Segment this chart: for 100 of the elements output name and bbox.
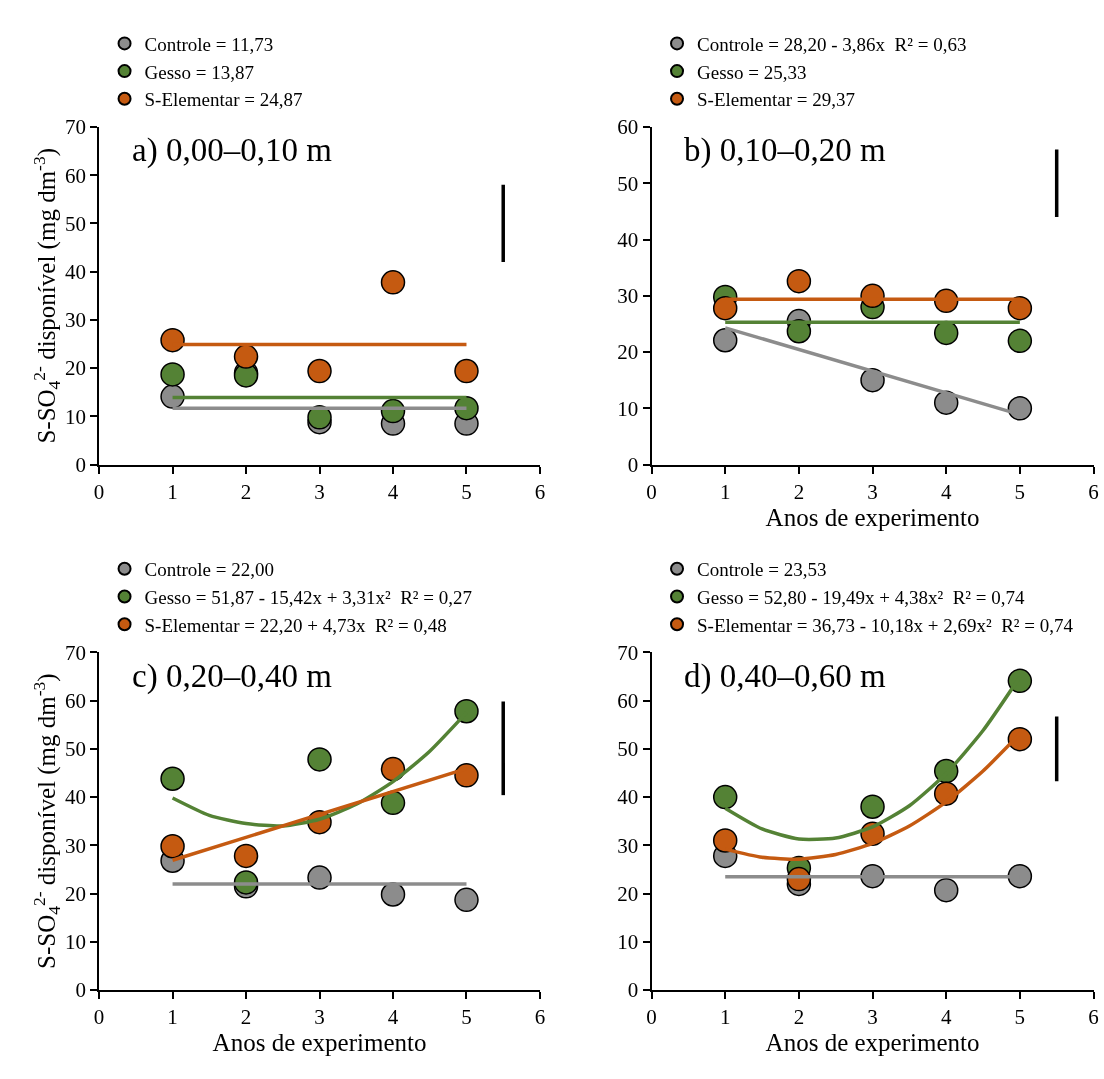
y-tick-label: 20 [617,881,639,906]
chart-title: a) 0,00–0,10 m [132,132,333,169]
chart-title: b) 0,10–0,20 m [684,132,886,169]
legend-label: Gesso = 25,33 [697,61,807,83]
x-tick-label: 3 [867,479,878,504]
x-tick-label: 6 [1088,479,1099,504]
chart-title: c) 0,20–0,40 m [132,658,333,695]
y-tick-label: 60 [617,688,639,713]
y-tick-label: 60 [64,163,86,188]
x-tick-label: 6 [1088,1005,1099,1030]
x-tick-label: 5 [461,479,472,504]
y-tick-label: 20 [617,340,639,365]
point [933,877,959,903]
y-tick-label: 30 [617,284,639,309]
y-tick-label: 70 [64,115,86,140]
point [307,747,332,772]
legend-label: S-Elementar = 24,87 [144,89,303,111]
x-tick-label: 0 [646,479,657,504]
x-tick-label: 3 [314,1005,325,1030]
y-tick-label: 10 [64,404,86,429]
legend-label: Gesso = 52,80 - 19,49x + 4,38x² R² = 0,74 [697,586,1025,608]
point [380,270,406,295]
y-tick-label: 40 [64,260,86,285]
x-tick-label: 2 [240,1005,252,1030]
x-tick-label: 1 [719,479,731,504]
y-tick-label: 20 [64,356,86,381]
legend-label: Gesso = 13,87 [144,61,254,83]
point [454,358,479,384]
point [1007,295,1033,321]
x-tick-label: 4 [387,1005,399,1030]
y-tick-label: 70 [617,640,639,665]
legend-label: Controle = 11,73 [144,33,274,55]
legend-label: S-Elementar = 29,37 [697,89,855,111]
x-tick-label: 2 [240,479,252,504]
x-tick-label: 1 [719,1005,731,1030]
legend-label: Controle = 28,20 - 3,86x R² = 0,63 [697,33,967,55]
point [380,790,406,816]
x-tick-label: 2 [793,1005,805,1030]
y-tick-label: 30 [64,308,86,333]
y-tick-label: 30 [617,833,639,858]
y-tick-label: 30 [64,833,86,858]
x-tick-label: 1 [167,479,178,504]
point [712,328,738,353]
x-axis-title: Anos de experimento [765,503,980,531]
y-tick-label: 50 [64,737,86,762]
point [1007,863,1033,889]
x-tick-label: 5 [1014,1005,1026,1030]
y-tick-label: 50 [64,211,86,236]
point [454,763,479,788]
point [712,784,738,810]
y-tick-label: 40 [64,785,86,810]
y-tick-label: 40 [617,785,639,810]
y-tick-label: 0 [627,452,639,477]
y-tick-label: 10 [64,930,86,955]
y-tick-label: 10 [617,396,639,421]
point [160,362,185,387]
y-tick-label: 50 [617,737,639,762]
x-tick-label: 5 [461,1005,472,1030]
legend-label: S-Elementar = 36,73 - 10,18x + 2,69x² R² = 0,74 [697,614,1074,636]
x-tick-label: 4 [387,479,399,504]
x-tick-label: 0 [93,479,105,504]
x-tick-label: 0 [646,1005,657,1030]
point [160,766,185,791]
y-tick-label: 0 [75,978,86,1003]
legend-label: Gesso = 51,87 - 15,42x + 3,31x² R² = 0,27 [144,586,473,608]
y-tick-label: 50 [617,171,639,196]
point [786,268,812,294]
x-tick-label: 3 [314,479,325,504]
y-tick-label: 10 [617,930,639,955]
x-axis-title: Anos de experimento [212,1029,427,1057]
x-tick-label: 0 [93,1005,105,1030]
point [712,828,738,853]
legend-label: S-Elementar = 22,20 + 4,73x R² = 0,48 [144,614,447,636]
point [160,834,185,859]
point [860,794,885,819]
x-tick-label: 1 [167,1005,178,1030]
y-tick-label: 60 [617,115,639,140]
chart-title: d) 0,40–0,60 m [684,658,886,695]
x-tick-label: 4 [940,479,952,504]
point [233,843,259,869]
point [160,327,185,353]
x-tick-label: 3 [867,1005,878,1030]
y-tick-label: 60 [64,688,86,713]
x-tick-label: 6 [534,479,546,504]
y-tick-label: 70 [64,640,86,665]
x-tick-label: 4 [940,1005,952,1030]
point [454,698,479,724]
x-tick-label: 5 [1014,479,1026,504]
x-axis-title: Anos de experimento [765,1029,980,1057]
y-tick-label: 0 [627,978,639,1003]
legend-label: Controle = 23,53 [697,559,827,581]
y-tick-label: 20 [64,881,86,906]
point [712,295,738,321]
x-tick-label: 2 [793,479,805,504]
point [1007,396,1033,421]
point [233,344,259,369]
legend-label: Controle = 22,00 [144,559,275,581]
point [307,358,332,384]
y-tick-label: 0 [75,452,86,477]
point [1007,328,1033,354]
